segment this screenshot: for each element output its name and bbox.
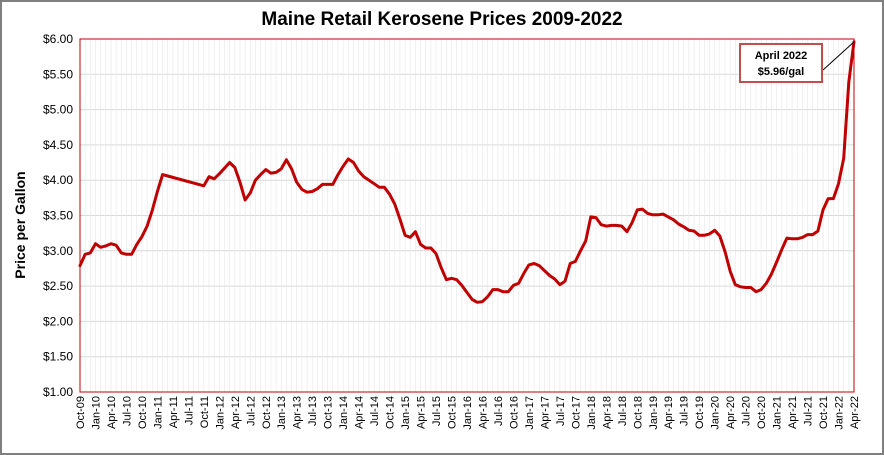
x-tick-label: Apr-13: [292, 396, 304, 429]
y-tick-label: $1.00: [43, 385, 73, 399]
x-tick-label: Jan-22: [834, 396, 846, 430]
x-tick-label: Jul-21: [803, 396, 815, 426]
x-tick-label: Jan-12: [214, 396, 226, 430]
x-tick-label: Oct-16: [508, 396, 520, 429]
x-tick-label: Jul-17: [555, 396, 567, 426]
x-tick-label: Jan-18: [586, 396, 598, 430]
x-tick-label: Apr-16: [477, 396, 489, 429]
y-tick-label: $5.00: [43, 103, 73, 117]
x-tick-label: Jul-14: [369, 396, 381, 426]
x-tick-label: Apr-22: [849, 396, 861, 429]
plot-area: [79, 38, 855, 393]
x-tick-label: Jul-13: [307, 396, 319, 426]
x-tick-label: Oct-19: [694, 396, 706, 429]
chart-title: Maine Retail Kerosene Prices 2009-2022: [261, 9, 623, 30]
callout-line-1: April 2022: [754, 50, 808, 62]
x-tick-label: Jan-20: [710, 396, 722, 430]
callout-leader-line: [822, 41, 855, 71]
y-tick-label: $2.50: [43, 279, 73, 293]
x-tick-label: Jul-15: [431, 396, 443, 426]
y-tick-label: $3.00: [43, 244, 73, 258]
x-tick-label: Jan-11: [152, 396, 164, 429]
x-tick-label: Apr-17: [539, 396, 551, 429]
x-tick-label: Jan-15: [400, 396, 412, 430]
x-tick-label: Jul-18: [617, 396, 629, 426]
x-tick-label: Jul-19: [679, 396, 691, 426]
x-tick-label: Oct-20: [756, 396, 768, 429]
x-tick-label: Oct-11: [199, 396, 211, 428]
x-tick-label: Oct-14: [385, 396, 397, 429]
x-tick-label: Jul-11: [183, 396, 195, 425]
x-tick-label: Jan-16: [462, 396, 474, 430]
x-tick-label: Apr-21: [787, 396, 799, 429]
series-line-kerosene-price: [78, 40, 856, 304]
x-tick-label: Apr-19: [663, 396, 675, 429]
x-tick-label: Jan-10: [90, 396, 102, 430]
y-tick-label: $4.50: [43, 138, 73, 152]
y-tick-label: $1.50: [43, 350, 73, 364]
x-tick-label: Jul-20: [741, 396, 753, 426]
x-tick-label: Oct-13: [323, 396, 335, 429]
x-tick-label: Oct-18: [632, 396, 644, 429]
callout-annotation: April 2022 $5.96/gal: [739, 43, 823, 83]
x-tick-label: Jan-17: [524, 396, 536, 430]
x-tick-label: Jul-10: [121, 396, 133, 426]
x-tick-label: Oct-15: [447, 396, 459, 429]
y-tick-labels: $1.00 $1.50 $2.00 $2.50 $3.00 $3.50 $4.00 $4.50…: [43, 32, 73, 399]
x-tick-labels: Oct-09 Jan-10 Apr-10 Jul-10 Oct-10 Jan-11 Apr-…: [75, 396, 861, 430]
x-tick-label: Jan-21: [772, 396, 784, 430]
x-tick-label: Apr-11: [168, 396, 180, 428]
x-tick-label: Oct-21: [818, 396, 830, 429]
y-tick-label: $6.00: [43, 32, 73, 46]
x-tick-label: Jan-13: [276, 396, 288, 430]
callout-line-2: $5.96/gal: [757, 66, 805, 78]
x-tick-label: Oct-12: [261, 396, 273, 429]
x-tick-label: Jul-16: [493, 396, 505, 426]
x-tick-label: Apr-14: [354, 396, 366, 429]
x-tick-label: Apr-15: [416, 396, 428, 429]
gridlines: [79, 38, 855, 393]
x-tick-label: Apr-18: [601, 396, 613, 429]
x-tick-label: Apr-20: [725, 396, 737, 429]
x-tick-label: Apr-10: [106, 396, 118, 429]
x-tick-label: Oct-10: [137, 396, 149, 429]
y-tick-label: $2.00: [43, 314, 73, 328]
y-tick-label: $5.50: [43, 67, 73, 81]
x-tick-label: Oct-17: [570, 396, 582, 429]
y-tick-label: $4.00: [43, 173, 73, 187]
x-tick-label: Jan-19: [648, 396, 660, 430]
y-tick-label: $3.50: [43, 209, 73, 223]
x-tick-label: Jul-12: [245, 396, 257, 426]
x-tick-label: Apr-12: [230, 396, 242, 429]
x-tick-label: Oct-09: [75, 396, 87, 429]
x-tick-label: Jan-14: [338, 396, 350, 430]
